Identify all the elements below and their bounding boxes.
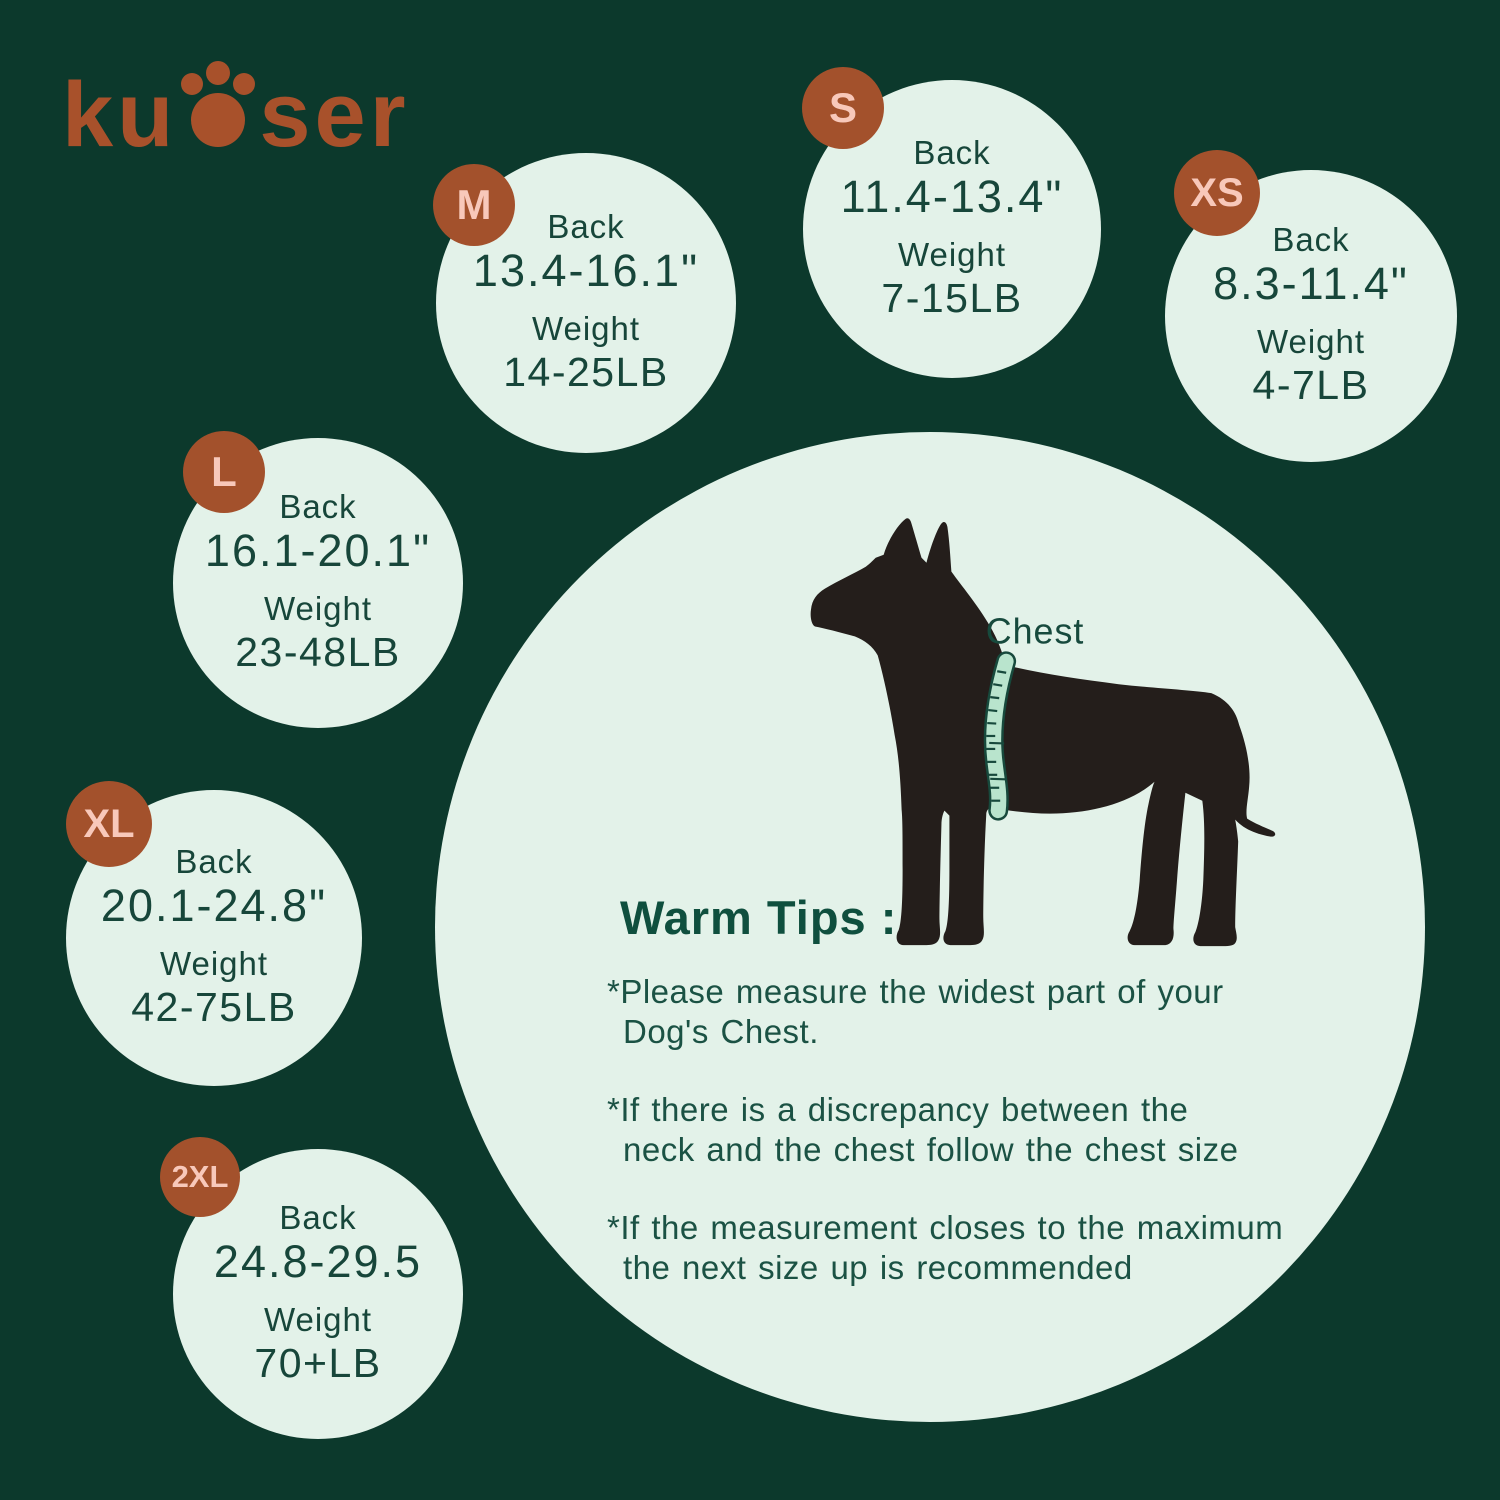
size-circle-2xl: 2XL Back 24.8-29.5 Weight 70+LB bbox=[160, 1137, 463, 1439]
logo-text-left: ku bbox=[62, 64, 178, 166]
brand-logo: ku ser bbox=[62, 60, 410, 161]
tip-line: neck and the chest follow the chest size bbox=[623, 1131, 1239, 1168]
warm-tips-title: Warm Tips : bbox=[620, 891, 898, 944]
back-label: Back bbox=[175, 843, 253, 880]
weight-label: Weight bbox=[531, 310, 641, 347]
weight-label: Weight bbox=[263, 590, 373, 627]
back-label: Back bbox=[913, 134, 991, 171]
dog-silhouette-icon: Chest bbox=[810, 513, 1280, 949]
tip-item: *Please measure the widest part of your … bbox=[607, 972, 1367, 1052]
back-value: 24.8-29.5 bbox=[213, 1236, 423, 1287]
weight-value: 42-75LB bbox=[131, 984, 297, 1030]
size-circle-s: S Back 11.4-13.4" Weight 7-15LB bbox=[802, 67, 1101, 378]
size-circle-m: M Back 13.4-16.1" Weight 14-25LB bbox=[433, 153, 736, 453]
chest-label: Chest bbox=[986, 611, 1085, 651]
tip-line: *If the measurement closes to the maximu… bbox=[607, 1209, 1284, 1246]
weight-value: 4-7LB bbox=[1252, 362, 1370, 408]
back-value: 16.1-20.1" bbox=[204, 525, 432, 576]
size-badge-l: L bbox=[183, 431, 265, 513]
tip-line: Dog's Chest. bbox=[623, 1013, 819, 1050]
badge-label: M bbox=[456, 181, 492, 228]
measurement-diagram-circle: Chest Warm Tips : *Please measure the wi… bbox=[435, 432, 1425, 1422]
size-badge-xl: XL bbox=[66, 781, 152, 867]
badge-label: 2XL bbox=[171, 1159, 229, 1194]
badge-label: L bbox=[211, 448, 237, 495]
back-value: 20.1-24.8" bbox=[100, 880, 328, 931]
weight-label: Weight bbox=[263, 1301, 373, 1338]
back-label: Back bbox=[547, 208, 625, 245]
back-value: 11.4-13.4" bbox=[840, 171, 1064, 222]
measuring-tape-icon bbox=[983, 651, 1017, 821]
weight-label: Weight bbox=[1256, 323, 1366, 360]
size-circle-xs: XS Back 8.3-11.4" Weight 4-7LB bbox=[1165, 150, 1457, 462]
back-label: Back bbox=[1272, 221, 1350, 258]
paw-icon bbox=[181, 60, 256, 155]
weight-label: Weight bbox=[159, 945, 269, 982]
weight-value: 14-25LB bbox=[503, 349, 669, 395]
back-label: Back bbox=[279, 488, 357, 525]
warm-tips-list: *Please measure the widest part of your … bbox=[607, 972, 1367, 1326]
size-badge-2xl: 2XL bbox=[160, 1137, 240, 1217]
back-value: 13.4-16.1" bbox=[472, 245, 700, 296]
size-badge-s: S bbox=[802, 67, 884, 149]
weight-label: Weight bbox=[897, 236, 1007, 273]
tip-line: *If there is a discrepancy between the bbox=[607, 1091, 1189, 1128]
size-badge-m: M bbox=[433, 164, 515, 246]
tip-item: *If the measurement closes to the maximu… bbox=[607, 1208, 1367, 1288]
back-label: Back bbox=[279, 1199, 357, 1236]
badge-label: XL bbox=[83, 801, 135, 846]
tip-line: *Please measure the widest part of your bbox=[607, 973, 1224, 1010]
back-value: 8.3-11.4" bbox=[1213, 258, 1409, 309]
weight-value: 7-15LB bbox=[881, 275, 1023, 321]
size-circle-l: L Back 16.1-20.1" Weight 23-48LB bbox=[173, 431, 463, 728]
size-circle-xl: XL Back 20.1-24.8" Weight 42-75LB bbox=[66, 781, 362, 1086]
weight-value: 23-48LB bbox=[235, 629, 401, 675]
tip-item: *If there is a discrepancy between the n… bbox=[607, 1090, 1367, 1170]
badge-label: S bbox=[828, 84, 857, 131]
size-badge-xs: XS bbox=[1174, 150, 1260, 236]
tip-line: the next size up is recommended bbox=[623, 1249, 1133, 1286]
badge-label: XS bbox=[1190, 170, 1244, 215]
weight-value: 70+LB bbox=[254, 1340, 382, 1386]
logo-text-right: ser bbox=[259, 64, 410, 166]
